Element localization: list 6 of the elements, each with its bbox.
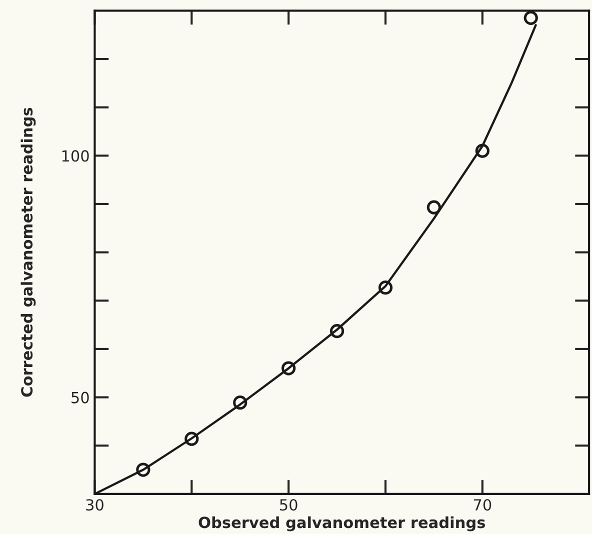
x-tick-label: 30 (86, 499, 104, 511)
x-tick-label: 70 (474, 499, 492, 511)
y-axis-title: Corrected galvanometer readings (20, 108, 36, 397)
y-tick-label: 100 (62, 150, 89, 162)
x-tick-label: 50 (280, 499, 298, 511)
x-axis-title: Observed galvanometer readings (198, 516, 486, 532)
